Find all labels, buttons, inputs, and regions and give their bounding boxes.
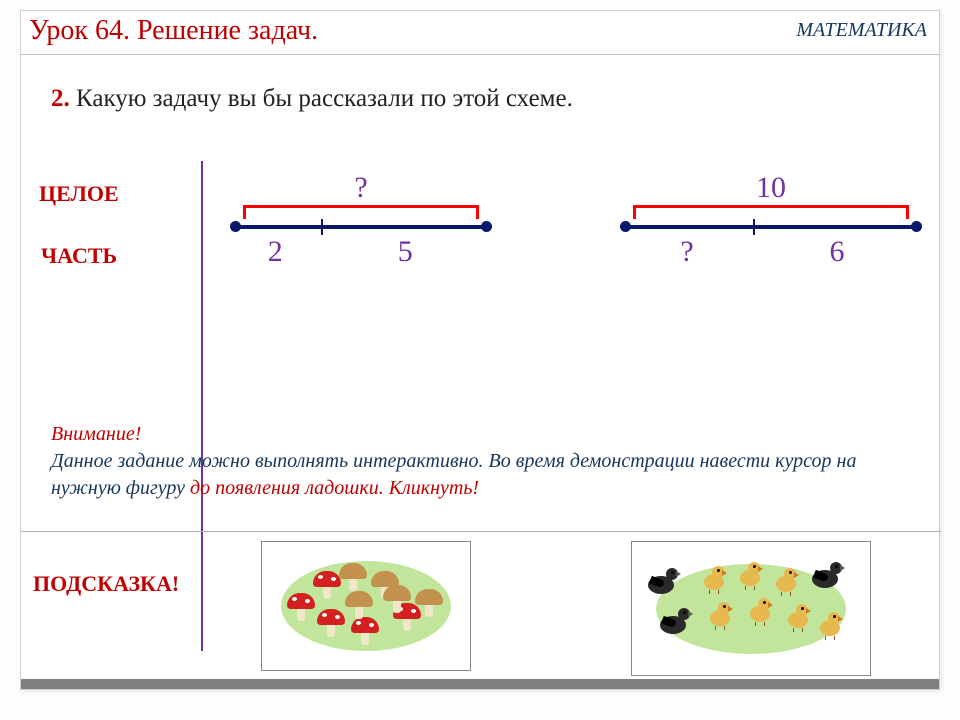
question-number: 2.: [51, 85, 70, 112]
lesson-title: Урок 64. Решение задач.: [29, 15, 318, 47]
instruction-note: Внимание! Данное задание можно выполнять…: [51, 421, 909, 502]
chick-icon: [706, 602, 734, 628]
crow-icon: [660, 608, 694, 636]
diagram-2-parts: ? 6: [621, 235, 921, 269]
diagram-1-parts: 2 5: [231, 235, 491, 269]
segment-line: [625, 225, 917, 229]
chick-icon: [746, 598, 774, 624]
tick-mark: [753, 219, 755, 235]
diagram-1-part-left: 2: [231, 235, 319, 269]
note-attention: Внимание!: [51, 423, 141, 445]
diagram-2-part-right: 6: [753, 235, 921, 269]
bottom-bar: [21, 679, 939, 689]
horizontal-divider: [21, 531, 941, 532]
mushroom-icon: [339, 563, 367, 589]
chick-icon: [736, 562, 764, 588]
hint-image-mushrooms[interactable]: [261, 541, 471, 671]
diagram-2-part-left: ?: [621, 235, 753, 269]
diagram-1-whole: ?: [231, 171, 491, 205]
header: Урок 64. Решение задач. МАТЕМАТИКА: [21, 11, 939, 55]
diagram-2-whole: 10: [621, 171, 921, 205]
grass-oval: [656, 564, 846, 654]
vertical-divider: [201, 161, 203, 651]
diagram-1[interactable]: ? 2 5: [231, 171, 491, 269]
mushroom-icon: [345, 591, 373, 617]
mushroom-icon: [415, 589, 443, 615]
mushroom-icon: [317, 609, 345, 635]
segment-line: [235, 225, 487, 229]
mushroom-icon: [313, 571, 341, 597]
bracket-icon: [243, 205, 479, 223]
diagram-2[interactable]: 10 ? 6: [621, 171, 921, 269]
chick-icon: [816, 612, 844, 638]
crow-icon: [812, 562, 846, 590]
diagram-1-part-right: 5: [319, 235, 491, 269]
hint-image-birds[interactable]: [631, 541, 871, 676]
label-whole: ЦЕЛОЕ: [39, 181, 119, 207]
crow-icon: [648, 568, 682, 596]
note-line-2: Данное задание можно выполнять интеракти…: [51, 450, 775, 472]
question-body: Какую задачу вы бы рассказали по этой сх…: [70, 85, 573, 112]
subject-label: МАТЕМАТИКА: [796, 19, 927, 42]
bracket-icon: [633, 205, 909, 223]
endpoint-dot: [911, 221, 922, 232]
mushroom-icon: [351, 617, 379, 643]
tick-mark: [321, 219, 323, 235]
endpoint-dot: [230, 221, 241, 232]
chick-icon: [772, 568, 800, 594]
endpoint-dot: [481, 221, 492, 232]
mushroom-icon: [383, 585, 411, 611]
slide: Урок 64. Решение задач. МАТЕМАТИКА 2. Ка…: [20, 10, 940, 690]
mushroom-icon: [287, 593, 315, 619]
hint-label: ПОДСКАЗКА!: [33, 571, 179, 597]
grass-oval: [281, 561, 451, 651]
question-text: 2. Какую задачу вы бы рассказали по этой…: [51, 85, 573, 113]
note-line-3b: до появления ладошки. Кликнуть!: [190, 477, 479, 499]
label-part: ЧАСТЬ: [41, 243, 117, 269]
chick-icon: [784, 604, 812, 630]
endpoint-dot: [620, 221, 631, 232]
chick-icon: [700, 566, 728, 592]
